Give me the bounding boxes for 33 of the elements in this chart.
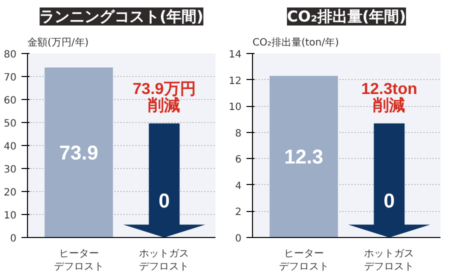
y-tick-label: 14 xyxy=(228,50,242,60)
y-axis-title: 金額(万円/年) xyxy=(28,36,89,48)
data-label: 73.9 xyxy=(59,142,98,165)
y-tick-label: 80 xyxy=(4,50,17,60)
y-tick-label: 70 xyxy=(4,72,17,84)
y-tick-label: 10 xyxy=(4,210,17,222)
y-tick-label: 50 xyxy=(4,118,17,130)
annotation: 削減 xyxy=(147,96,180,114)
chart-title: ランニングコスト(年間) xyxy=(40,8,204,26)
y-tick-label: 30 xyxy=(4,164,17,176)
x-tick-label: ホットガスデフロスト xyxy=(364,248,414,273)
x-tick-label: ヒーターデフロスト xyxy=(278,248,329,273)
annotation: 73.9万円 xyxy=(132,80,196,98)
annotation: 削減 xyxy=(372,96,406,114)
x-tick-label: ヒーターデフロスト xyxy=(54,248,104,273)
data-label: 12.3 xyxy=(284,146,324,169)
y-tick-label: 0 xyxy=(10,234,17,244)
y-tick-label: 2 xyxy=(235,207,242,218)
y-tick-label: 60 xyxy=(4,96,17,106)
y-tick-label: 0 xyxy=(235,234,242,244)
y-tick-label: 40 xyxy=(4,142,17,152)
chart-title: CO₂排出量(年間) xyxy=(286,8,406,26)
annotation: 12.3ton xyxy=(361,80,418,98)
y-tick-label: 8 xyxy=(235,128,242,140)
y-tick-label: 12 xyxy=(228,76,242,87)
x-tick-label: ホットガスデフロスト xyxy=(139,248,190,273)
y-tick-label: 6 xyxy=(235,154,242,166)
y-tick-label: 10 xyxy=(228,102,242,114)
y-tick-label: 4 xyxy=(235,180,242,192)
data-label: 0 xyxy=(384,190,395,213)
y-axis-title: CO₂排出量(ton/年) xyxy=(252,36,340,48)
data-label: 0 xyxy=(158,190,170,213)
y-tick-label: 20 xyxy=(4,188,17,198)
